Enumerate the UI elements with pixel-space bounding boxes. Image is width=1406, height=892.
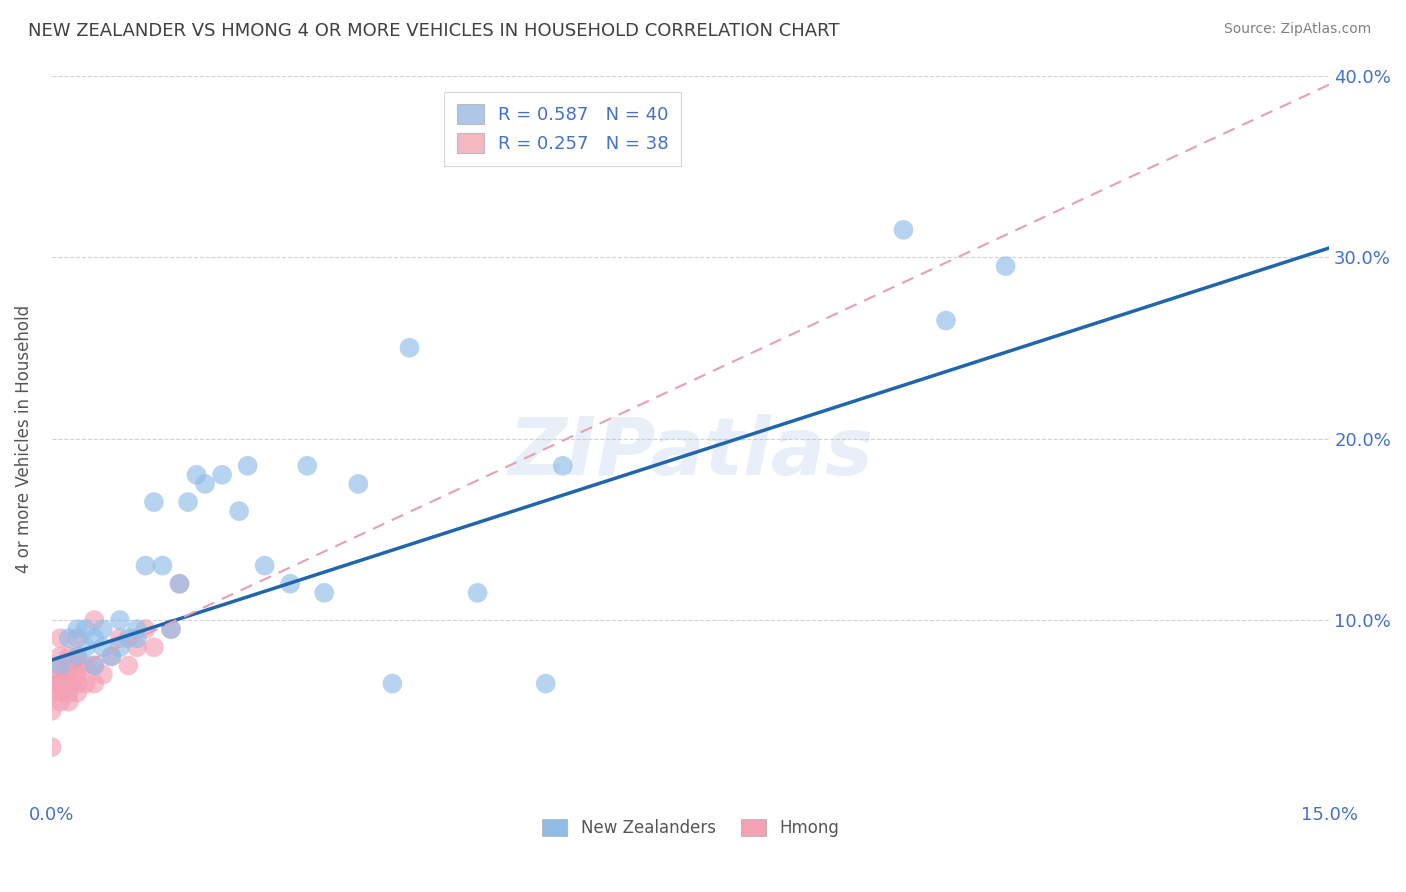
Point (58, 676, 80, 690)
Point (160, 622, 183, 636)
Point (186, 467, 208, 482)
Point (169, 576, 191, 591)
Point (66, 649, 89, 664)
Point (49, 649, 72, 664)
Point (935, 313, 957, 327)
Y-axis label: 4 or more Vehicles in Household: 4 or more Vehicles in Household (15, 304, 32, 573)
Point (100, 649, 122, 664)
Point (91, 667, 114, 681)
Point (49, 686, 72, 700)
Point (66, 622, 89, 636)
Text: NEW ZEALANDER VS HMONG 4 OR MORE VEHICLES IN HOUSEHOLD CORRELATION CHART: NEW ZEALANDER VS HMONG 4 OR MORE VEHICLE… (28, 22, 839, 40)
Point (49, 658, 72, 673)
Point (134, 622, 156, 636)
Point (58, 631, 80, 645)
Point (83, 631, 105, 645)
Point (125, 622, 148, 636)
Point (75, 676, 97, 690)
Point (91, 640, 114, 655)
Point (108, 631, 131, 645)
Text: Source: ZipAtlas.com: Source: ZipAtlas.com (1223, 22, 1371, 37)
Point (194, 477, 217, 491)
Point (125, 631, 148, 645)
Point (551, 458, 574, 473)
Point (236, 458, 259, 473)
Point (66, 676, 89, 690)
Point (211, 467, 233, 482)
Point (467, 586, 489, 600)
Point (108, 640, 131, 655)
Point (66, 667, 89, 681)
Point (75, 658, 97, 673)
Point (314, 586, 336, 600)
Point (152, 558, 174, 573)
Point (66, 658, 89, 673)
Point (160, 622, 183, 636)
Point (534, 676, 557, 690)
Point (347, 477, 370, 491)
Point (41, 667, 63, 681)
Point (297, 458, 319, 473)
Point (49, 631, 72, 645)
Text: ZIPatlas: ZIPatlas (508, 414, 873, 492)
Point (41, 676, 63, 690)
Point (58, 649, 80, 664)
Point (398, 341, 420, 355)
Point (66, 631, 89, 645)
Point (83, 658, 105, 673)
Point (83, 658, 105, 673)
Point (83, 613, 105, 627)
Point (142, 640, 165, 655)
Point (278, 576, 301, 591)
Point (75, 622, 97, 636)
Point (49, 658, 72, 673)
Point (381, 676, 404, 690)
Point (177, 495, 200, 509)
Point (41, 686, 63, 700)
Point (994, 259, 1017, 273)
Point (169, 576, 191, 591)
Point (66, 686, 89, 700)
Point (108, 613, 131, 627)
Point (91, 622, 114, 636)
Point (49, 667, 72, 681)
Point (49, 676, 72, 690)
Point (58, 658, 80, 673)
Point (125, 640, 148, 655)
Point (58, 695, 80, 709)
Point (228, 504, 250, 518)
Point (49, 695, 72, 709)
Point (41, 704, 63, 718)
Point (83, 676, 105, 690)
Point (58, 686, 80, 700)
Point (58, 667, 80, 681)
Point (117, 658, 139, 673)
Point (66, 649, 89, 664)
Point (100, 649, 122, 664)
Point (134, 558, 156, 573)
Point (142, 495, 165, 509)
Point (253, 558, 276, 573)
Point (893, 223, 915, 237)
Point (75, 640, 97, 655)
Point (41, 740, 63, 755)
Legend: New Zealanders, Hmong: New Zealanders, Hmong (536, 813, 845, 844)
Point (117, 631, 139, 645)
